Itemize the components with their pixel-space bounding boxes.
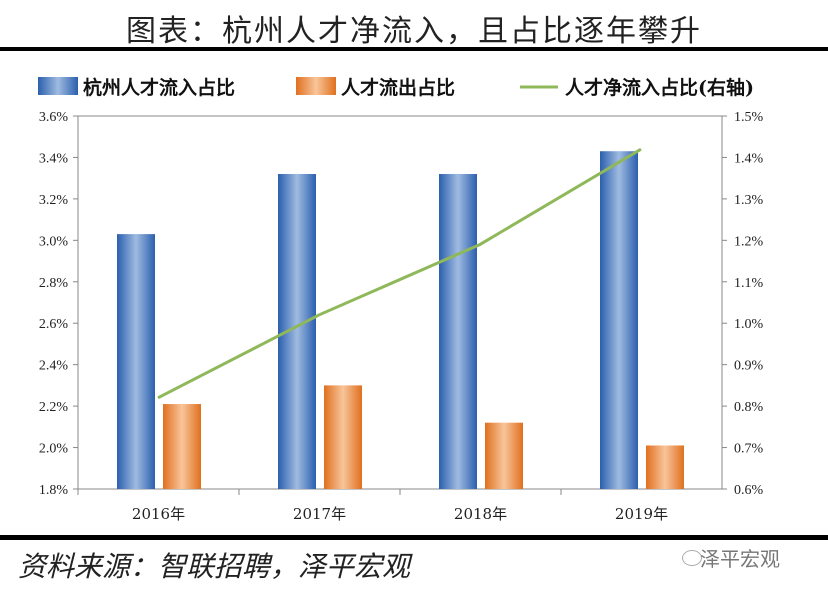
x-tick-label: 2019年 [615, 505, 668, 523]
y2-tick-label: 1.4% [734, 151, 764, 166]
wechat-icon [682, 550, 702, 566]
bar-outflow [324, 385, 362, 489]
chart-svg: 1.8% 2.0% 2.2% 2.4% 2.6% 2.8% 3.0% 3.2% 3.4% 3.6%… [38, 76, 764, 523]
footer-divider [0, 535, 828, 540]
y2-tick-label: 0.7% [734, 442, 764, 457]
bar-outflow [163, 404, 201, 489]
y-tick-label: 2.4% [39, 359, 69, 374]
y-tick-label: 3.6% [39, 110, 69, 125]
source-note: 资料来源：智联招聘，泽平宏观 [18, 550, 411, 583]
x-tick-label: 2016年 [132, 505, 185, 523]
y-tick-label: 3.2% [39, 193, 69, 208]
y2-tick-label: 1.5% [734, 110, 764, 125]
y2-tick-label: 1.0% [734, 317, 764, 332]
bar-outflow [485, 422, 523, 489]
y-tick-label: 2.8% [39, 276, 69, 291]
title-divider [0, 47, 828, 51]
x-tick-label: 2017年 [293, 505, 346, 523]
bar-inflow [600, 151, 638, 489]
bar-outflow [646, 445, 684, 489]
y-tick-label: 2.2% [39, 400, 69, 415]
watermark: 泽平宏观 [700, 547, 780, 571]
y-tick-label: 2.6% [39, 317, 69, 332]
legend-swatch [38, 77, 78, 95]
y2-tick-label: 1.1% [734, 276, 764, 291]
legend-label: 人才净流入占比(右轴) [565, 76, 754, 99]
bar-inflow [117, 234, 155, 489]
x-tick-label: 2018年 [454, 505, 507, 523]
y-tick-label: 1.8% [39, 483, 69, 498]
y-tick-label: 3.4% [39, 151, 69, 166]
y2-tick-label: 1.3% [734, 193, 764, 208]
y2-tick-label: 0.8% [734, 400, 764, 415]
y-tick-label: 2.0% [39, 442, 69, 457]
legend-swatch [296, 77, 336, 95]
legend-label: 杭州人才流入占比 [83, 76, 235, 99]
bar-inflow [439, 174, 477, 489]
y-tick-label: 3.0% [39, 234, 69, 249]
legend-label: 人才流出占比 [341, 76, 455, 99]
chart-title: 图表：杭州人才净流入，且占比逐年攀升 [126, 14, 702, 49]
y2-tick-label: 0.6% [734, 483, 764, 498]
y2-tick-label: 1.2% [734, 234, 764, 249]
y2-tick-label: 0.9% [734, 359, 764, 374]
line-net-inflow [157, 147, 642, 400]
